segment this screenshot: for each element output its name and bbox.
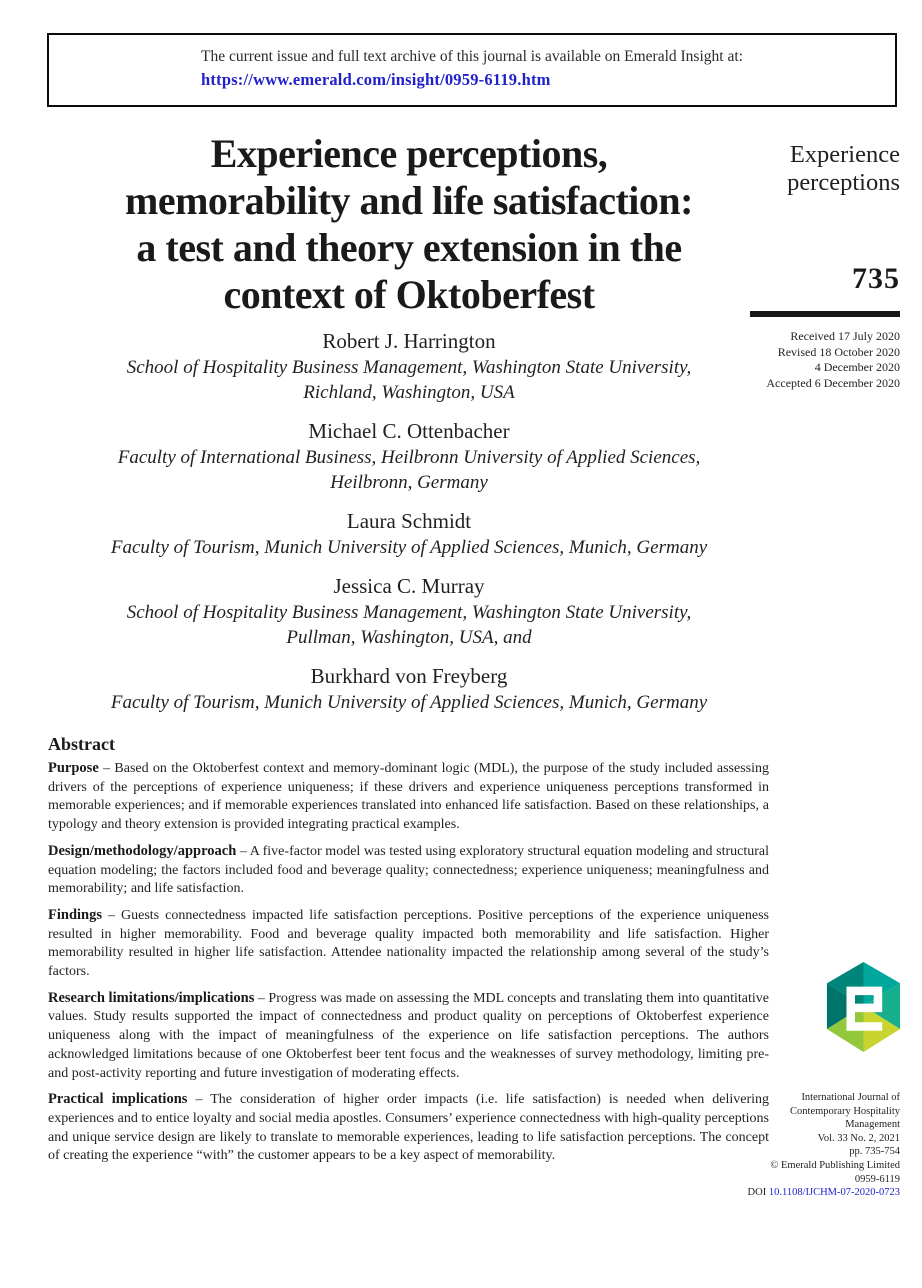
imprint-line: 0959-6119 bbox=[854, 1173, 900, 1185]
author-affiliation: Faculty of International Business, Heilb… bbox=[117, 447, 701, 468]
journal-imprint: International Journal of Contemporary Ho… bbox=[730, 1091, 900, 1200]
journal-notice: The current issue and full text archive … bbox=[201, 48, 743, 65]
section-body: – The consideration of higher order impa… bbox=[48, 1092, 769, 1164]
author-block: Laura Schmidt Faculty of Tourism, Munich… bbox=[48, 508, 770, 560]
author-affiliation: Richland, Washington, USA bbox=[303, 382, 515, 403]
author-affiliation: Faculty of Tourism, Munich University of… bbox=[110, 692, 708, 713]
author-name: Michael C. Ottenbacher bbox=[308, 419, 510, 443]
abstract-paragraph: Findings – Guests connectedness impacted… bbox=[48, 906, 769, 982]
imprint-line: Vol. 33 No. 2, 2021 bbox=[817, 1132, 900, 1144]
author-name: Laura Schmidt bbox=[346, 509, 472, 533]
section-body: – Progress was made on assessing the MDL… bbox=[48, 990, 769, 1081]
doi-label: DOI bbox=[747, 1187, 767, 1199]
author-affiliation: Pullman, Washington, USA, and bbox=[286, 627, 532, 648]
author-affiliation: School of Hospitality Business Managemen… bbox=[126, 357, 692, 378]
section-label: Design/methodology/approach bbox=[48, 842, 237, 859]
abstract-section: Abstract Purpose – Based on the Oktoberf… bbox=[48, 733, 769, 1173]
section-body: – A five-factor model was tested using e… bbox=[48, 843, 770, 897]
article-title: Experience perceptions, memorability and… bbox=[48, 130, 770, 318]
article-header: Experience perceptions, memorability and… bbox=[48, 130, 770, 715]
running-head: Experience perceptions bbox=[787, 141, 900, 196]
title-line: Experience perceptions, bbox=[210, 131, 608, 176]
doi-link[interactable]: 10.1108/IJCHM-07-2020-0723 bbox=[768, 1187, 900, 1199]
title-line: a test and theory extension in the bbox=[136, 225, 682, 270]
header-box-content: The current issue and full text archive … bbox=[201, 46, 743, 90]
imprint-line: Management bbox=[845, 1119, 900, 1131]
abstract-paragraph: Research limitations/implications – Prog… bbox=[48, 989, 769, 1084]
author-block: Burkhard von Freyberg Faculty of Tourism… bbox=[48, 663, 770, 715]
abstract-heading: Abstract bbox=[48, 734, 115, 754]
imprint-line: pp. 735-754 bbox=[849, 1146, 900, 1158]
section-body: – Based on the Oktoberfest context and m… bbox=[48, 761, 770, 833]
title-line: memorability and life satisfaction: bbox=[125, 178, 694, 223]
page-number: 735 bbox=[852, 262, 900, 295]
history-line: Revised 18 October 2020 bbox=[777, 344, 900, 359]
author-name: Jessica C. Murray bbox=[333, 574, 485, 598]
history-line: 4 December 2020 bbox=[814, 360, 900, 374]
doi-line: DOI 10.1108/IJCHM-07-2020-0723 bbox=[730, 1186, 900, 1200]
section-label: Research limitations/implications bbox=[48, 989, 255, 1006]
article-history: Received 17 July 2020 Revised 18 October… bbox=[720, 329, 900, 391]
imprint-line: © Emerald Publishing Limited bbox=[770, 1159, 900, 1171]
author-affiliation: School of Hospitality Business Managemen… bbox=[126, 602, 692, 623]
section-label: Practical implications bbox=[48, 1091, 188, 1108]
author-block: Robert J. Harrington School of Hospitali… bbox=[48, 328, 770, 405]
author-block: Jessica C. Murray School of Hospitality … bbox=[48, 573, 770, 650]
section-label: Findings bbox=[48, 906, 102, 923]
emerald-logo-icon bbox=[826, 961, 901, 1053]
authors-list: Robert J. Harrington School of Hospitali… bbox=[48, 328, 770, 715]
imprint-line: International Journal of bbox=[801, 1092, 900, 1103]
author-name: Burkhard von Freyberg bbox=[310, 664, 508, 688]
author-affiliation: Faculty of Tourism, Munich University of… bbox=[110, 537, 708, 558]
page-number-rule bbox=[750, 311, 900, 317]
imprint-line: Contemporary Hospitality bbox=[790, 1105, 900, 1117]
abstract-paragraph: Design/methodology/approach – A five-fac… bbox=[48, 842, 769, 899]
author-name: Robert J. Harrington bbox=[322, 329, 496, 353]
author-affiliation: Heilbronn, Germany bbox=[330, 472, 488, 493]
abstract-paragraph: Purpose – Based on the Oktoberfest conte… bbox=[48, 759, 769, 835]
title-line: context of Oktoberfest bbox=[223, 272, 595, 317]
section-body: – Guests connectedness impacted life sat… bbox=[48, 907, 770, 980]
history-line: Accepted 6 December 2020 bbox=[766, 375, 900, 390]
abstract-paragraph: Practical implications – The considerati… bbox=[48, 1090, 769, 1166]
journal-archive-link[interactable]: https://www.emerald.com/insight/0959-611… bbox=[201, 70, 551, 89]
header-box: The current issue and full text archive … bbox=[47, 33, 897, 107]
section-label: Purpose bbox=[48, 760, 99, 776]
history-line: Received 17 July 2020 bbox=[790, 329, 900, 343]
author-block: Michael C. Ottenbacher Faculty of Intern… bbox=[48, 418, 770, 495]
